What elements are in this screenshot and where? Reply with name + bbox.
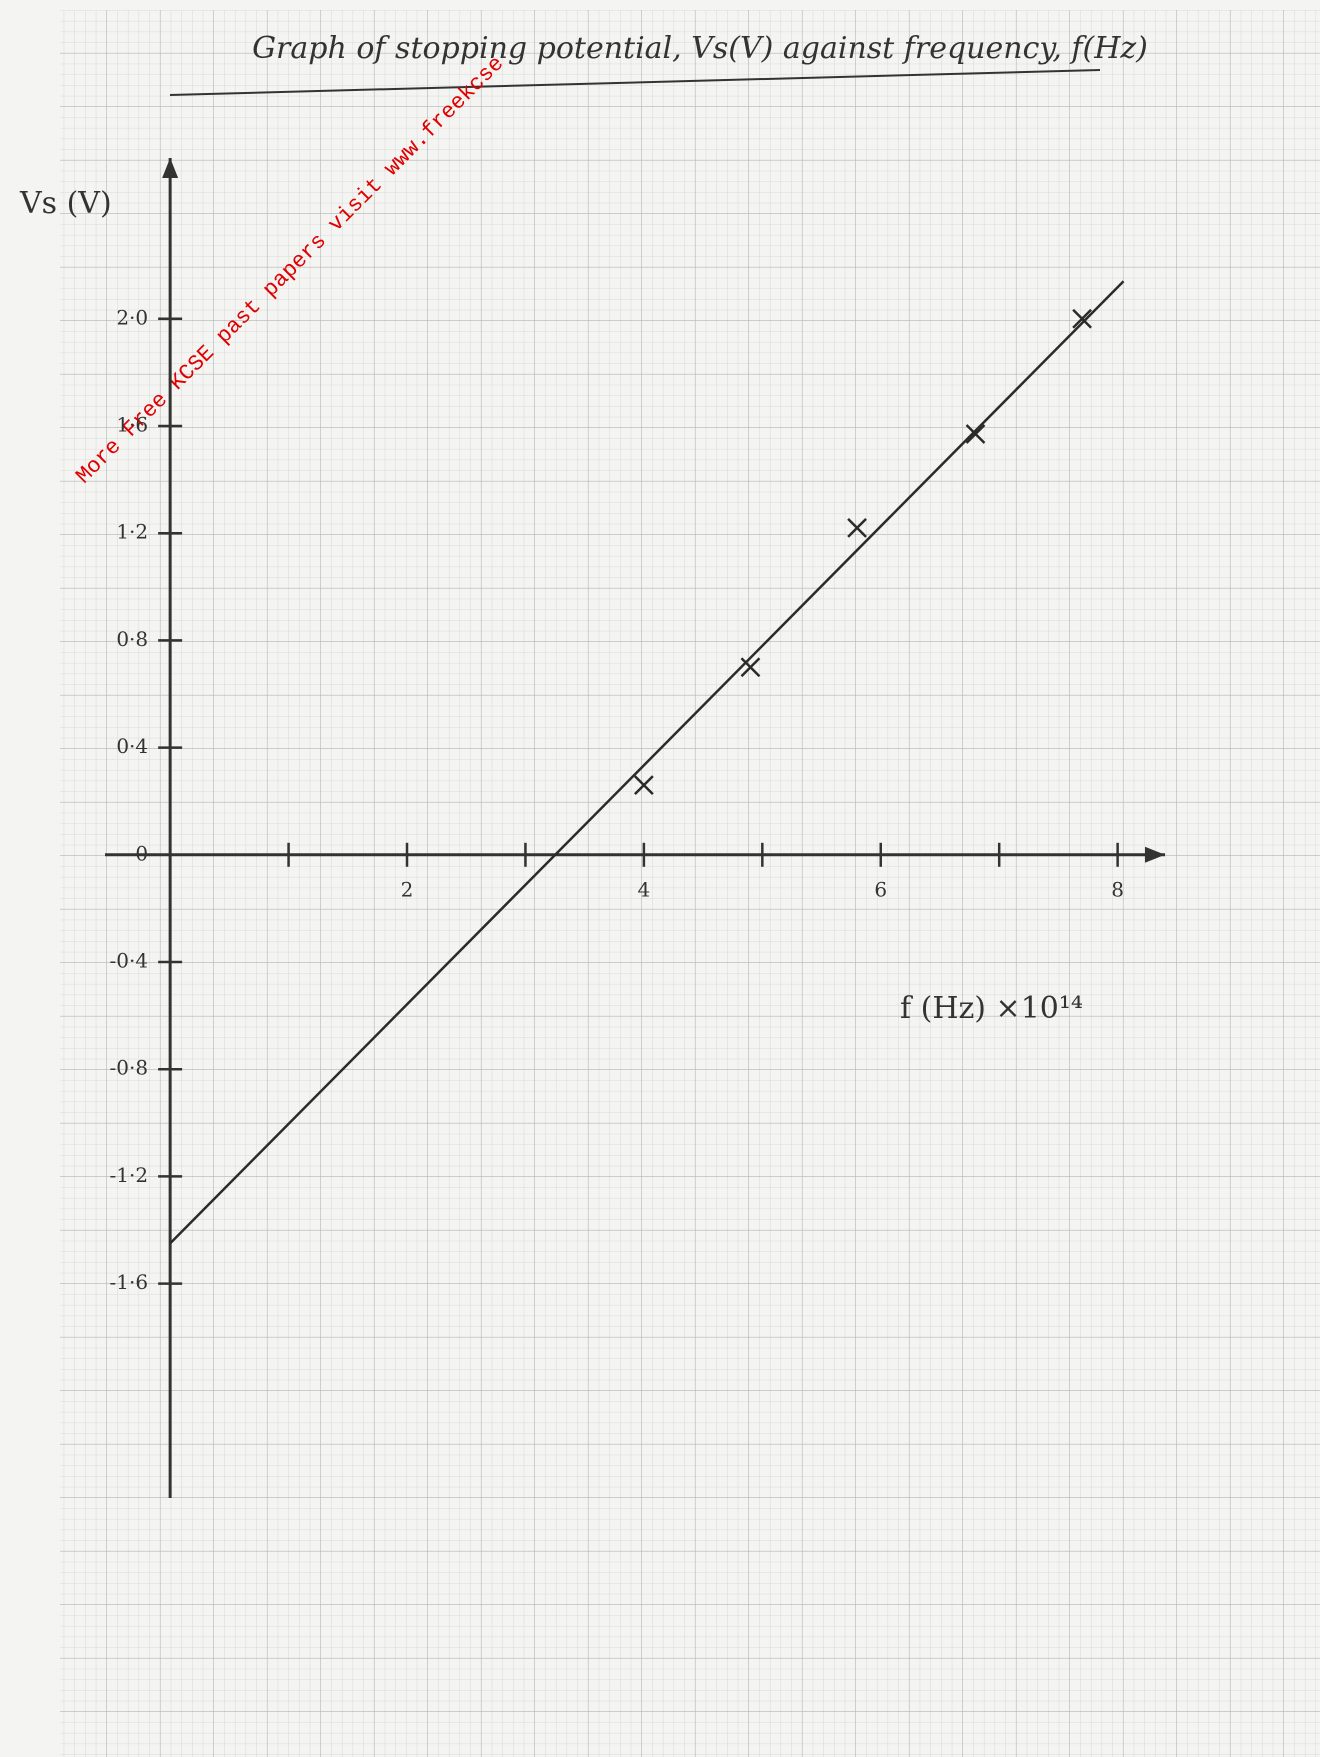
data-point — [633, 775, 654, 796]
title-underline — [169, 69, 1101, 96]
y-tick-label: -0·4 — [110, 949, 149, 973]
y-tick-label: 2·0 — [116, 305, 148, 329]
y-tick-label: 1·6 — [116, 413, 148, 437]
y-tick-label: 0·8 — [116, 627, 148, 651]
best-fit-line — [169, 280, 1125, 1245]
y-tick-label: -1·2 — [110, 1163, 149, 1187]
chart-title: Graph of stopping potential, Vs(V) again… — [252, 31, 1148, 66]
x-tick-label: 2 — [401, 877, 414, 901]
y-axis-label: Vs (V) — [19, 186, 112, 221]
data-point — [740, 657, 761, 678]
x-axis-label: f (Hz) ×10¹⁴ — [900, 991, 1083, 1026]
y-tick-label: 0 — [135, 841, 148, 865]
data-point — [1072, 308, 1092, 329]
x-axis-arrow — [1145, 846, 1165, 863]
y-tick-label: 0·4 — [116, 734, 148, 758]
data-point — [965, 424, 986, 444]
x-tick-label: 6 — [874, 877, 887, 901]
data-point — [847, 517, 867, 538]
y-tick-label: -0·8 — [110, 1056, 149, 1080]
y-tick-label: -1·6 — [110, 1270, 149, 1294]
x-tick-label: 4 — [638, 877, 651, 901]
y-axis-arrow — [162, 158, 179, 178]
x-tick-label: 8 — [1111, 877, 1124, 901]
y-tick-label: 1·2 — [116, 520, 148, 544]
graph-paper — [60, 10, 1320, 1757]
